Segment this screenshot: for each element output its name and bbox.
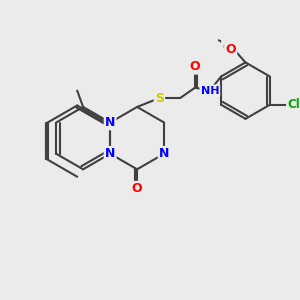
Text: O: O bbox=[222, 41, 233, 54]
Text: O: O bbox=[132, 182, 142, 195]
Text: N: N bbox=[105, 147, 115, 160]
Text: methyl: methyl bbox=[74, 86, 79, 88]
Text: methoxy: methoxy bbox=[217, 46, 224, 48]
Text: NH: NH bbox=[201, 85, 219, 96]
Text: N: N bbox=[159, 147, 169, 160]
Text: O: O bbox=[190, 60, 200, 74]
Text: S: S bbox=[155, 92, 164, 104]
Text: O: O bbox=[225, 43, 236, 56]
Text: methoxy: methoxy bbox=[219, 39, 225, 40]
Text: N: N bbox=[105, 116, 115, 129]
Text: Cl: Cl bbox=[287, 98, 300, 111]
